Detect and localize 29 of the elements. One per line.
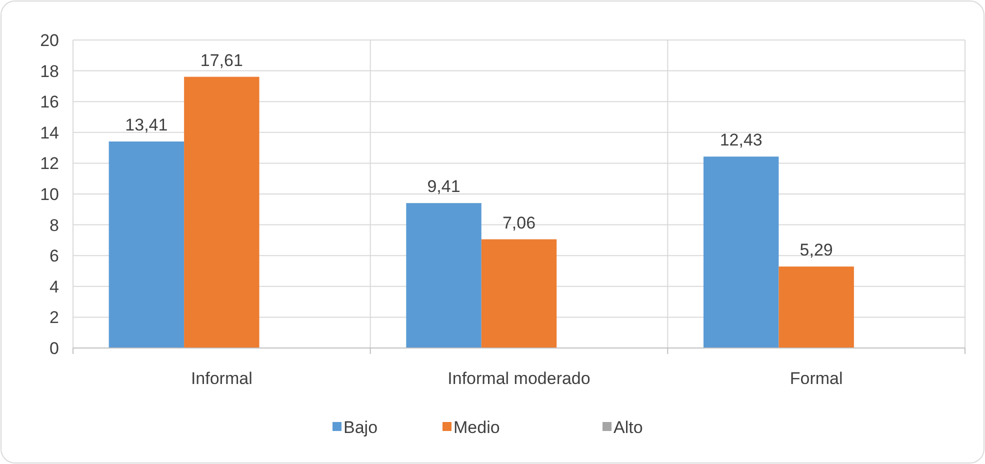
y-tick-label: 2 (50, 308, 59, 328)
bar (184, 76, 260, 348)
bar (778, 266, 854, 348)
legend-label: Bajo (344, 418, 378, 437)
y-tick-label: 18 (40, 62, 59, 81)
y-tick-label: 20 (40, 31, 59, 50)
x-tick-label: Informal moderado (448, 369, 590, 388)
y-tick-label: 0 (50, 339, 59, 358)
y-tick-label: 16 (40, 92, 59, 112)
bar (406, 203, 482, 348)
data-label: 17,61 (200, 50, 243, 70)
y-tick-label: 4 (50, 277, 59, 296)
x-tick-label: Informal (190, 369, 252, 388)
data-label: 7,06 (502, 213, 536, 232)
data-label: 9,41 (427, 177, 460, 196)
y-tick-label: 10 (40, 185, 59, 204)
bar (481, 239, 557, 348)
bar (108, 141, 184, 348)
data-label: 5,29 (800, 240, 833, 260)
legend-label: Alto (614, 418, 643, 437)
y-tick-label: 8 (50, 216, 59, 235)
legend-label: Medio (454, 418, 500, 437)
y-tick-label: 14 (40, 123, 59, 142)
y-tick-label: 12 (40, 154, 59, 174)
y-tick-label: 6 (50, 246, 59, 266)
data-label: 13,41 (125, 115, 168, 134)
bar (703, 156, 779, 348)
data-label: 12,43 (720, 130, 762, 150)
x-tick-label: Formal (790, 369, 843, 388)
